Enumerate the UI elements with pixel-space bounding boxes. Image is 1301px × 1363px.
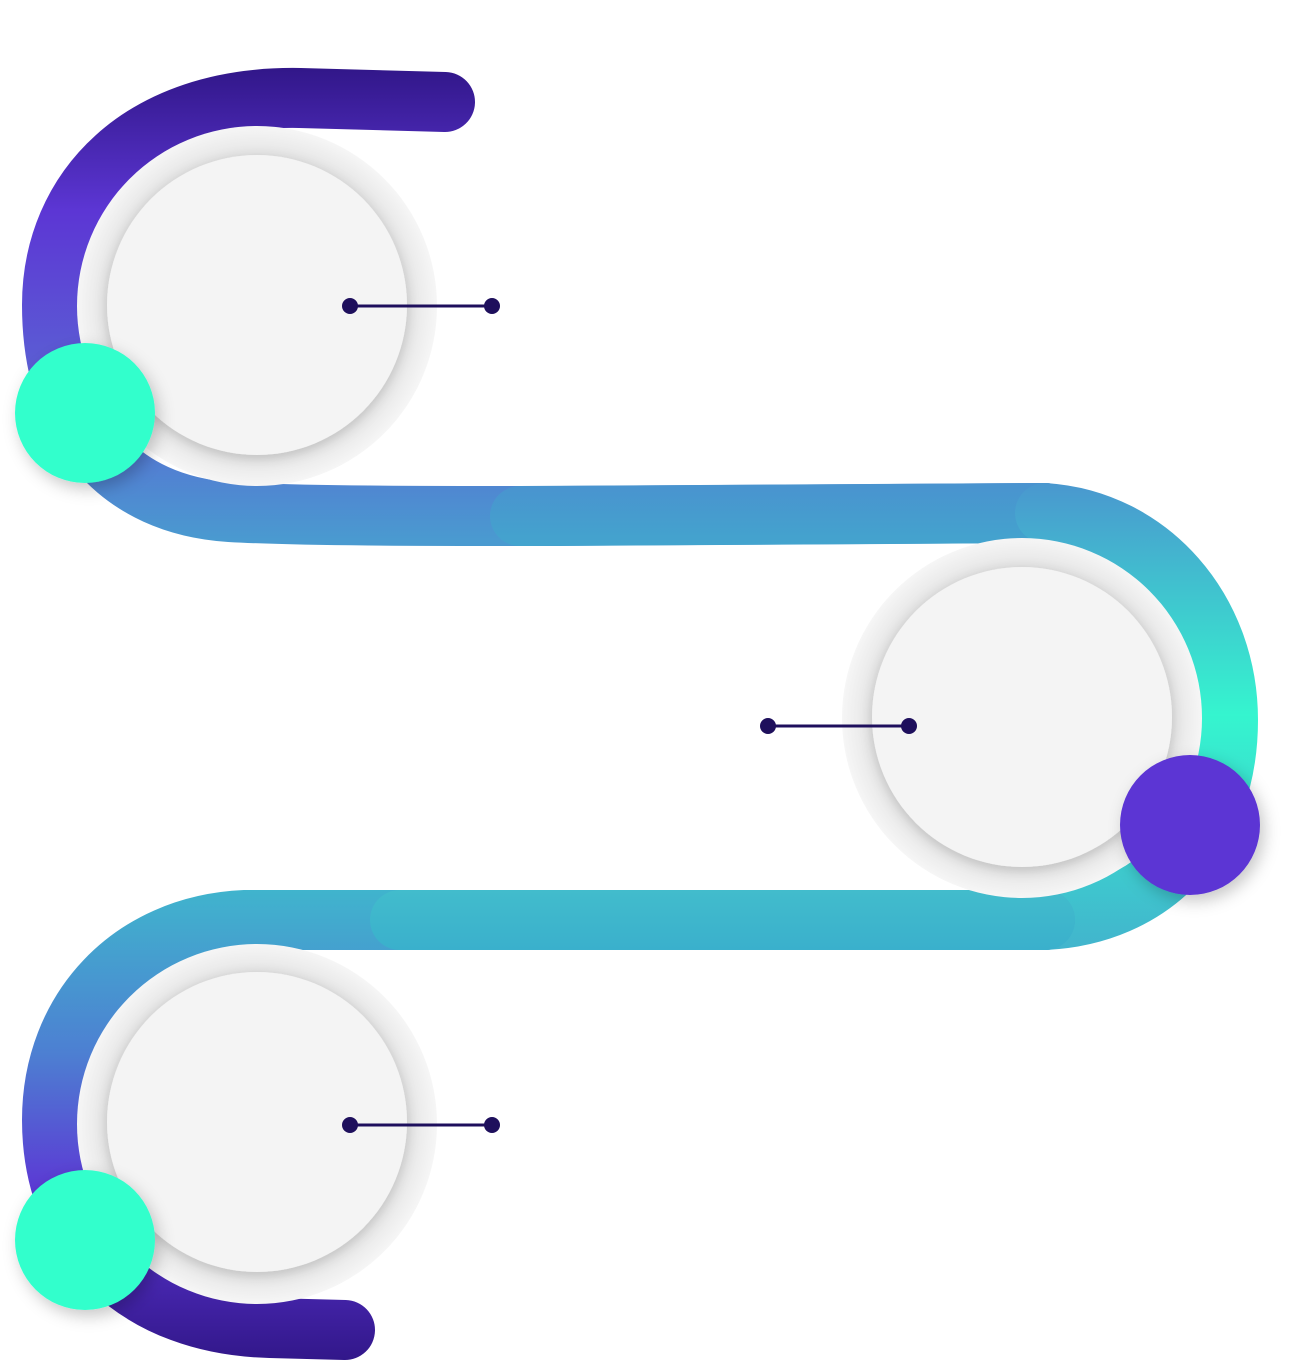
connector-dot	[342, 1117, 358, 1133]
step-2-accent-dot	[1120, 755, 1260, 895]
step-1-circle	[107, 155, 407, 455]
step-3	[15, 944, 500, 1310]
path-segment-right	[1015, 483, 1259, 950]
step-2	[760, 538, 1260, 898]
path-segment-middle	[490, 483, 1075, 546]
connector-dot	[484, 298, 500, 314]
step-3-connector	[342, 1117, 500, 1133]
connector-dot	[484, 1117, 500, 1133]
step-2-circle	[872, 567, 1172, 867]
connector-dot	[342, 298, 358, 314]
step-1-connector	[342, 298, 500, 314]
step-1-accent-dot	[15, 343, 155, 483]
step-3-accent-dot	[15, 1170, 155, 1310]
step-3-circle	[107, 972, 407, 1272]
step-2-connector	[760, 718, 917, 734]
step-1	[15, 126, 500, 486]
connector-dot	[901, 718, 917, 734]
connector-dot	[760, 718, 776, 734]
